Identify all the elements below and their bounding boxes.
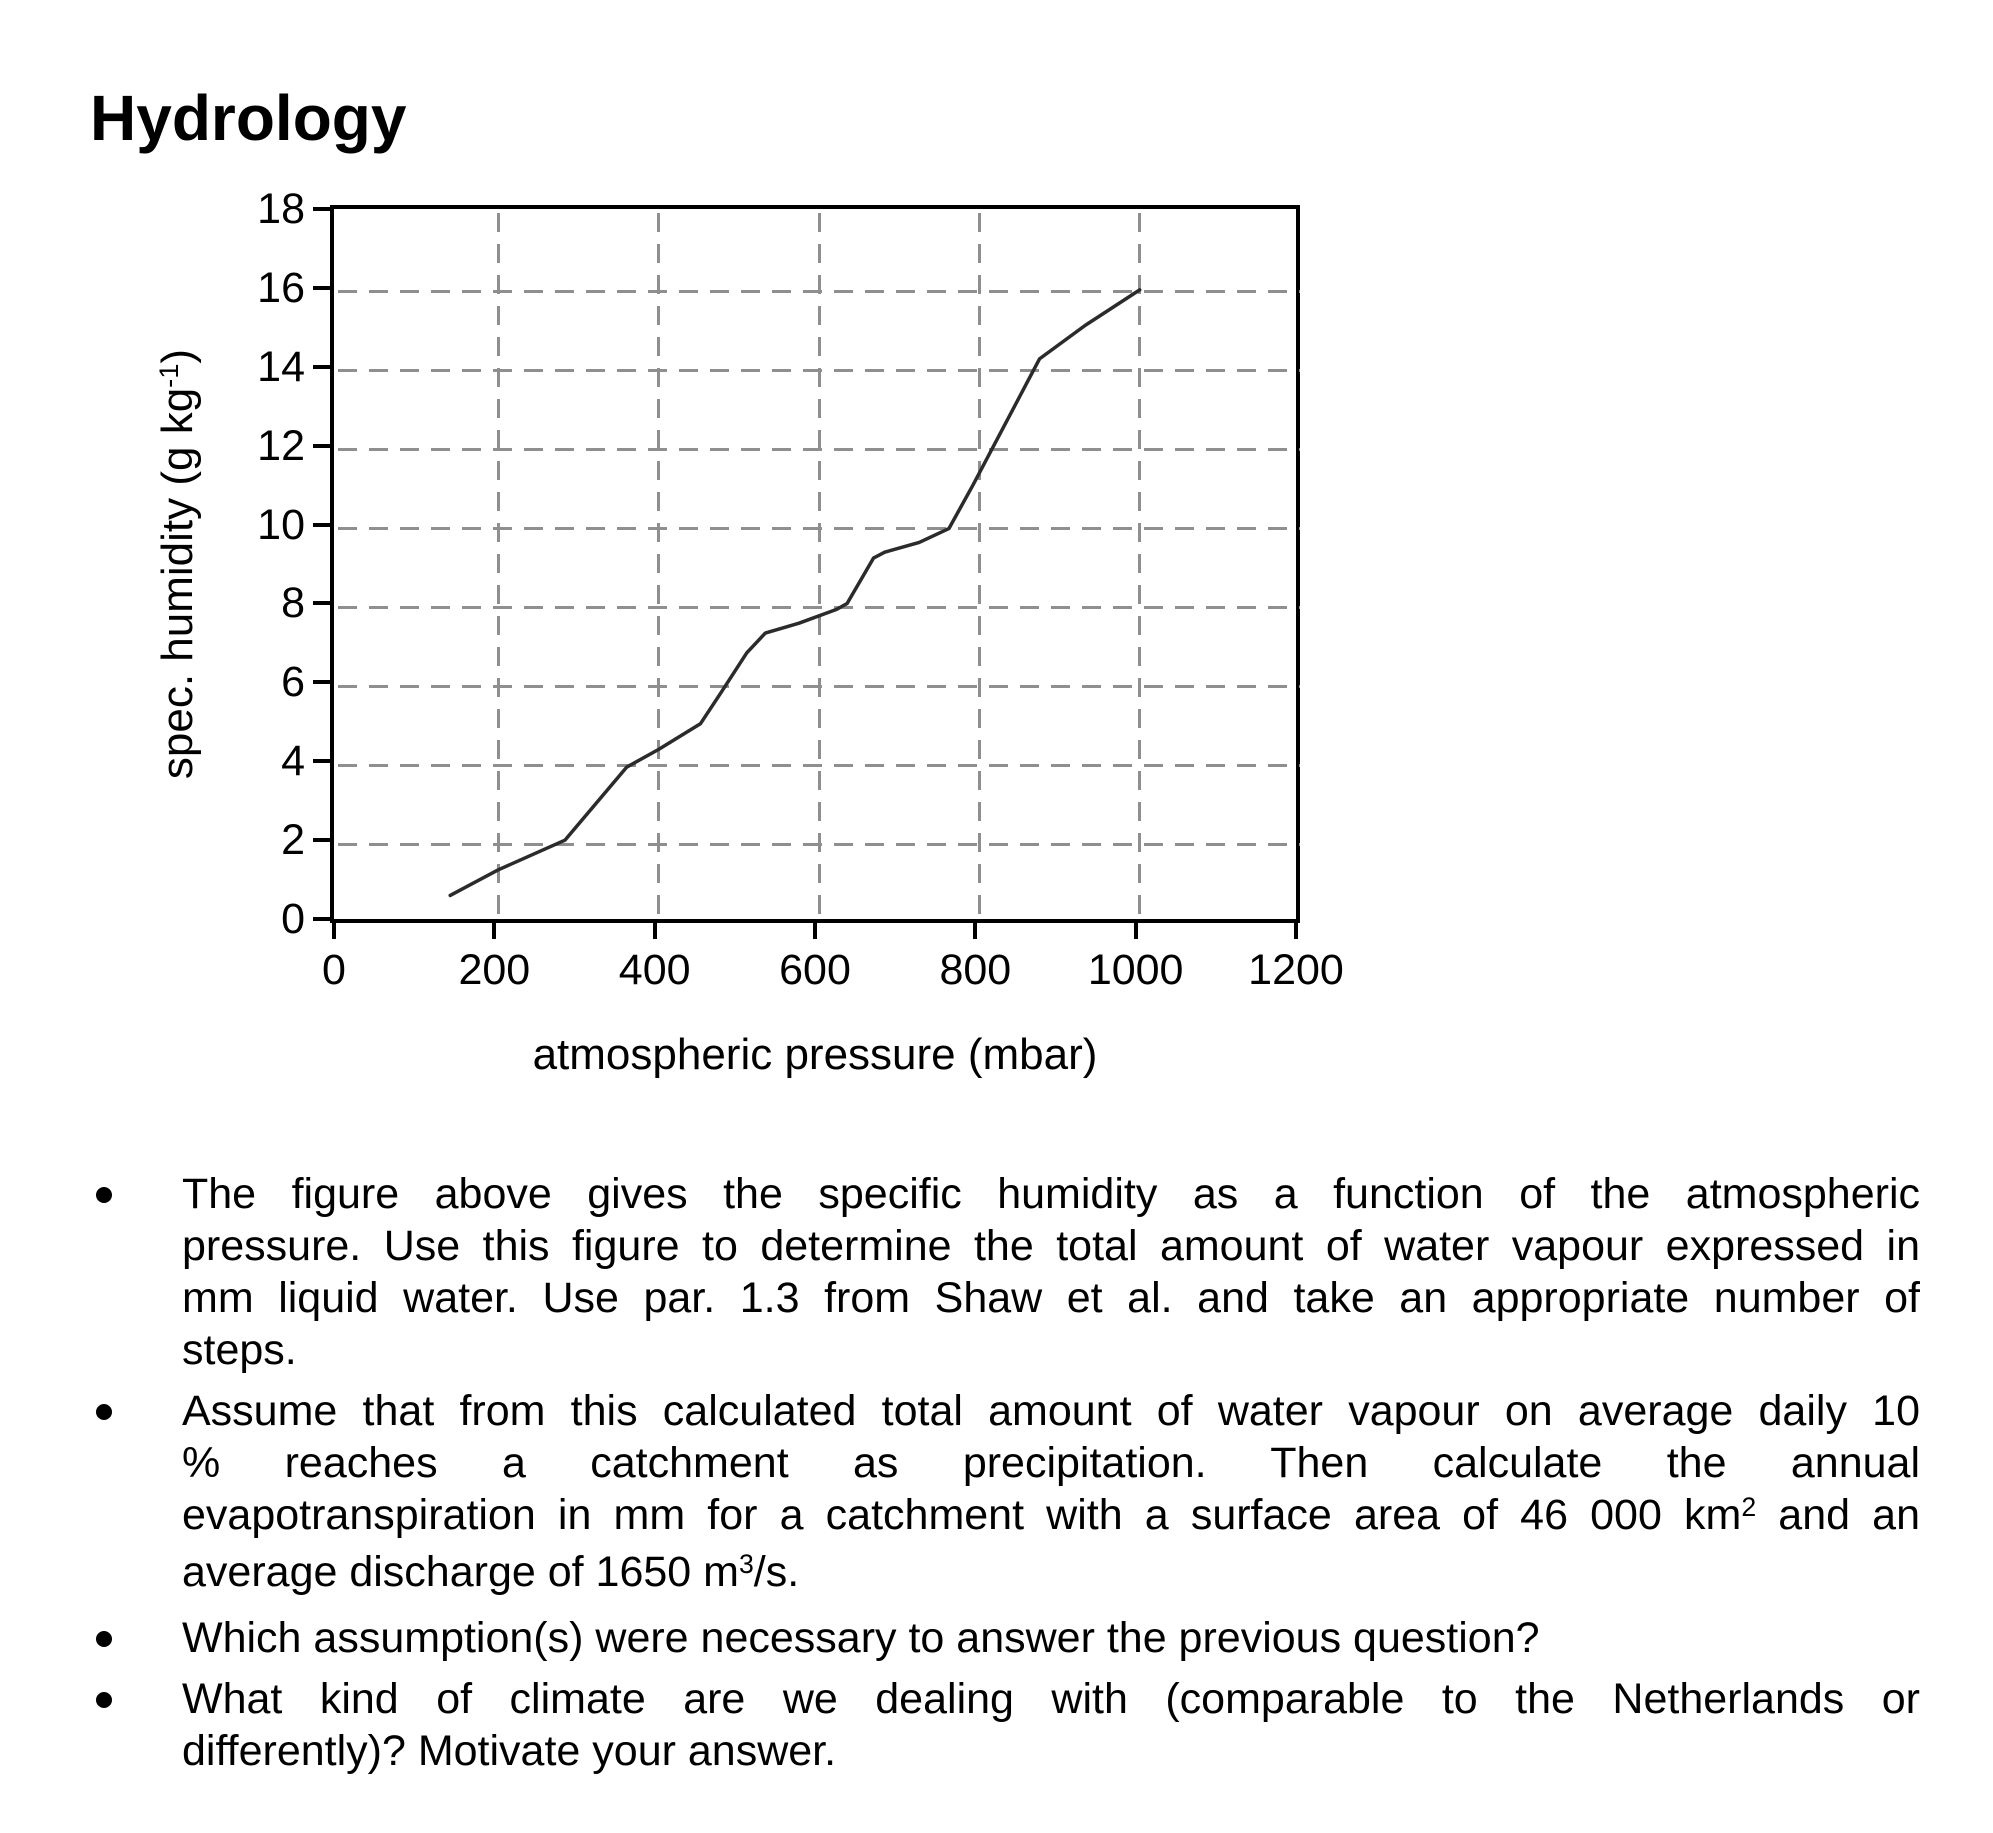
bullet-list: The figure above gives the specific humi… [94,1168,1920,1786]
x-tick-label: 400 [618,946,691,994]
bullet-line: steps. [182,1324,1920,1376]
y-tick [313,917,330,921]
bullet-icon [96,1187,112,1203]
text-segment: and an [1756,1491,1920,1539]
text-segment: average discharge of 1650 m [182,1548,739,1596]
text-segment: Which assumption(s) were necessary to an… [182,1614,1540,1662]
text-segment: evapotranspiration in mm for a catchment… [182,1491,1742,1539]
y-tick-label: 2 [281,816,305,865]
bullet-line: mm liquid water. Use par. 1.3 from Shaw … [182,1272,1920,1324]
humidity-curve-svg [448,288,1142,898]
bullet-marker-column [94,1612,182,1664]
y-axis-title-superscript: -1 [153,363,185,388]
x-tick [492,923,497,939]
y-tick [313,522,330,527]
humidity-curve [448,288,1142,898]
text-segment: The figure above gives the specific humi… [182,1170,1920,1218]
x-tick [332,923,336,939]
x-tick-label: 1000 [1087,946,1184,994]
y-tick [313,680,330,685]
bullet-item: Which assumption(s) were necessary to an… [94,1612,1920,1664]
y-tick-label: 0 [281,895,305,943]
y-tick-label: 14 [257,342,305,391]
bullet-line: differently)? Motivate your answer. [182,1725,1920,1777]
bullet-line: Which assumption(s) were necessary to an… [182,1612,1920,1664]
bullet-text: The figure above gives the specific humi… [182,1168,1920,1376]
bullet-line: pressure. Use this figure to determine t… [182,1220,1920,1272]
bullet-line: evapotranspiration in mm for a catchment… [182,1489,1920,1546]
plot-area [330,205,1300,923]
text-segment: mm liquid water. Use par. 1.3 from Shaw … [182,1274,1920,1322]
gridline-v [977,213,981,923]
page-title: Hydrology [90,81,407,154]
bullet-line: % reaches a catchment as precipitation. … [182,1437,1920,1489]
bullet-text: Which assumption(s) were necessary to an… [182,1612,1920,1664]
superscript: 2 [1741,1491,1757,1522]
y-tick-label: 4 [281,737,305,786]
bullet-line: Assume that from this calculated total a… [182,1385,1920,1437]
bullet-icon [96,1631,112,1647]
y-tick [313,443,330,448]
x-tick [1133,923,1138,939]
y-tick-label: 18 [257,185,305,233]
bullet-text: Assume that from this calculated total a… [182,1385,1920,1603]
y-tick-label: 8 [281,579,305,628]
text-segment: /s. [753,1548,800,1596]
gridline-v [496,213,500,923]
text-segment: Assume that from this calculated total a… [182,1387,1920,1435]
y-tick [313,759,330,764]
y-tick-label: 12 [257,421,305,470]
text-segment: steps. [182,1326,297,1374]
bullet-marker-column [94,1168,182,1376]
y-tick-label: 6 [281,658,305,707]
x-tick-label: 0 [322,946,346,994]
bullet-item: What kind of climate are we dealing with… [94,1673,1920,1777]
x-tick [652,923,657,939]
bullet-item: Assume that from this calculated total a… [94,1385,1920,1603]
bullet-icon [96,1404,112,1420]
bullet-item: The figure above gives the specific humi… [94,1168,1920,1376]
bullet-line: What kind of climate are we dealing with… [182,1673,1920,1725]
text-segment: pressure. Use this figure to determine t… [182,1222,1920,1270]
y-tick [313,601,330,606]
y-axis-title: spec. humidity (g kg-1) [153,349,203,779]
x-tick-label: 600 [779,946,851,994]
bullet-marker-column [94,1385,182,1603]
gridline-v [817,213,821,923]
x-tick [813,923,817,939]
y-tick [313,207,330,211]
gridline-v [1138,213,1142,923]
x-tick-label: 800 [939,946,1012,994]
x-axis-title: atmospheric pressure (mbar) [532,1030,1098,1079]
y-tick [313,838,330,843]
superscript: 3 [738,1548,754,1579]
y-tick-label: 16 [257,263,305,312]
text-segment: % reaches a catchment as precipitation. … [182,1439,1920,1487]
x-tick [1294,923,1298,939]
y-tick [313,364,330,369]
text-segment: differently)? Motivate your answer. [182,1727,837,1775]
x-tick [973,923,978,939]
x-tick-label: 1200 [1248,946,1344,994]
x-tick-label: 200 [458,946,531,994]
bullet-line: The figure above gives the specific humi… [182,1168,1920,1220]
y-tick-label: 10 [257,500,305,549]
text-segment: What kind of climate are we dealing with… [182,1675,1920,1723]
humidity-chart: spec. humidity (g kg-1) atmospheric pres… [153,185,1344,1079]
bullet-icon [96,1692,112,1708]
bullet-marker-column [94,1673,182,1777]
bullet-line: average discharge of 1650 m3/s. [182,1546,1920,1603]
bullet-text: What kind of climate are we dealing with… [182,1673,1920,1777]
gridline-v [657,213,661,923]
y-tick [313,285,330,290]
